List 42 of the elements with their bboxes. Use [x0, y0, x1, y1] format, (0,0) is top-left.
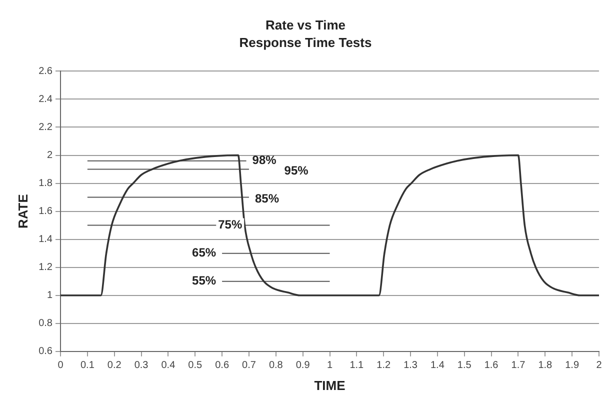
annotation: 98%	[252, 153, 277, 168]
chart-title: Rate vs Time	[266, 17, 346, 32]
y-tick-label: 2	[46, 150, 53, 162]
y-tick-label: 1.4	[38, 234, 53, 246]
chart-subtitle: Response Time Tests	[239, 34, 372, 50]
y-tick-label: 1.8	[38, 178, 53, 190]
y-tick-label: 2.2	[38, 122, 53, 133]
y-tick-label: 1.2	[38, 262, 53, 274]
annotation: 85%	[254, 192, 280, 206]
y-tick-label: 0.8	[38, 318, 53, 330]
x-tick-label: 0	[58, 360, 64, 372]
y-tick-label: 2.6	[38, 66, 53, 77]
y-axis-title: RATE	[15, 194, 30, 229]
x-tick-label: 1	[326, 360, 333, 372]
x-tick-label: 0.3	[134, 360, 149, 372]
annotation: 95%	[284, 164, 309, 178]
x-tick-label: 1.3	[404, 360, 418, 372]
y-tick-label: 1.6	[38, 206, 53, 218]
x-tick-label: 1.6	[484, 360, 499, 372]
y-tick-label: 0.6	[38, 346, 53, 358]
x-tick-label: 0.6	[215, 360, 230, 372]
x-tick-label: 1.7	[511, 360, 526, 372]
x-tick-label: 1.9	[565, 360, 580, 372]
x-tick-label: 2	[596, 360, 602, 372]
x-tick-label: 1.5	[457, 360, 472, 372]
x-tick-label: 0.5	[188, 360, 203, 372]
annotation: 65%	[192, 246, 216, 260]
x-tick-label: 1.1	[350, 360, 364, 372]
x-tick-label: 0.9	[296, 360, 310, 372]
x-tick-label: 0.4	[161, 360, 176, 372]
x-axis-title: TIME	[314, 378, 346, 393]
annotation: 55%	[192, 274, 216, 288]
x-tick-label: 1.8	[538, 360, 553, 372]
annotation: 75%	[218, 218, 242, 232]
x-tick-label: 1.4	[430, 360, 445, 372]
x-tick-label: 0.8	[268, 360, 284, 372]
x-tick-label: 0.2	[107, 360, 122, 372]
y-tick-label: 2.4	[38, 94, 53, 105]
y-tick-label: 1	[46, 290, 53, 302]
x-tick-label: 1.2	[376, 360, 391, 372]
x-tick-label: 0.7	[242, 360, 256, 372]
x-tick-label: 0.1	[80, 360, 95, 372]
